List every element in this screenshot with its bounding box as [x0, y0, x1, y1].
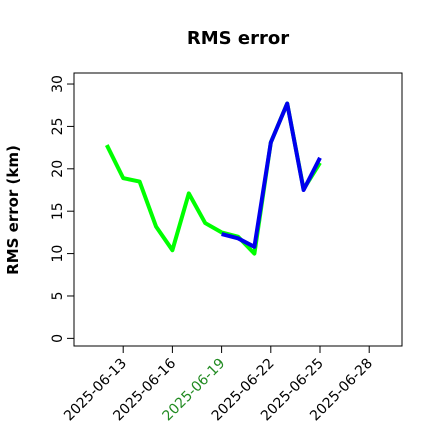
y-tick-label: 5 — [50, 292, 66, 301]
plot-frame — [73, 72, 403, 347]
y-tick-label: 0 — [50, 334, 66, 343]
y-tick-label: 30 — [50, 75, 66, 93]
series-line — [221, 101, 322, 249]
chart-title: RMS error — [187, 28, 289, 49]
y-tick-label: 20 — [50, 160, 66, 178]
y-tick-label: 25 — [50, 117, 66, 135]
y-tick-label: 15 — [50, 202, 66, 220]
y-tick-label: 10 — [50, 245, 66, 263]
y-axis-label: RMS error (km) — [4, 145, 22, 275]
series-line — [105, 101, 322, 256]
